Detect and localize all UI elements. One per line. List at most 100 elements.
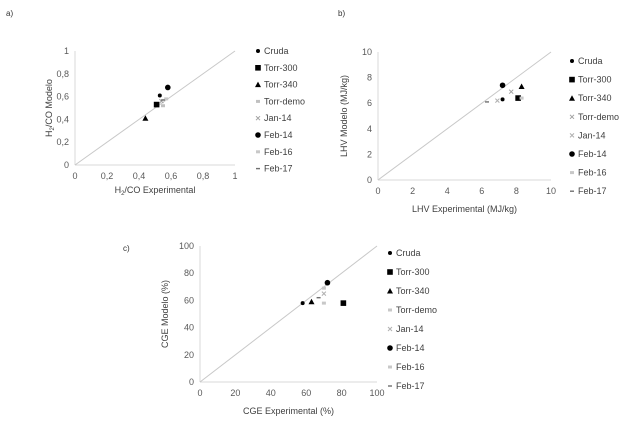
legend-marker-torr-340 bbox=[387, 288, 393, 294]
legend-marker-cruda bbox=[570, 59, 574, 63]
legend-marker-torr-demo bbox=[388, 308, 392, 312]
legend-label: Torr-340 bbox=[578, 93, 612, 103]
legend-label: Feb-14 bbox=[396, 343, 425, 353]
x-tick-label: 0 bbox=[197, 388, 202, 398]
point-feb-16 bbox=[519, 96, 524, 100]
legend-label: Torr-demo bbox=[578, 112, 619, 122]
legend-marker-cruda bbox=[388, 251, 392, 255]
legend-label: Torr-demo bbox=[264, 96, 305, 106]
y-tick-label: 8 bbox=[367, 73, 372, 83]
x-tick-label: 20 bbox=[230, 388, 240, 398]
legend-label: Torr-demo bbox=[396, 305, 437, 315]
x-tick-label: 0,6 bbox=[165, 171, 178, 181]
parity-line bbox=[199, 245, 378, 383]
legend-marker-feb-17 bbox=[388, 385, 392, 387]
chart-b: b) 0 2 4 6 8 10 0 2 4 6 8 10 LHV Experimental (MJ/kg)… bbox=[338, 9, 619, 214]
legend-label: Feb-16 bbox=[264, 147, 293, 157]
y-tick-label: 6 bbox=[367, 98, 372, 108]
x-axis-label: CGE Experimental (%) bbox=[243, 406, 334, 416]
y-tick-label: 0 bbox=[367, 175, 372, 185]
point-torr-340 bbox=[142, 115, 149, 121]
y-tick-label: 40 bbox=[184, 323, 194, 333]
chart-a: a) 0 0,2 0,4 0,6 0,8 1 0 0,2 0,4 0,6 0,8 1 H2/CO Expe… bbox=[6, 9, 305, 197]
point-torr-demo bbox=[321, 301, 326, 305]
y-tick-label: 0,6 bbox=[56, 92, 69, 102]
x-tick-label: 2 bbox=[410, 186, 415, 196]
point-jan-14 bbox=[321, 291, 327, 296]
legend-label: Feb-16 bbox=[396, 362, 425, 372]
point-feb-16 bbox=[321, 286, 326, 290]
legend-marker-torr-340 bbox=[255, 81, 261, 88]
legend-marker-feb-14 bbox=[387, 345, 393, 351]
x-tick-label: 100 bbox=[369, 388, 384, 398]
x-axis-label: H2/CO Experimental bbox=[115, 185, 196, 197]
legend-label: Cruda bbox=[396, 248, 421, 258]
x-tick-label: 60 bbox=[301, 388, 311, 398]
legend-marker-torr-demo bbox=[569, 114, 575, 120]
parity-line bbox=[74, 50, 236, 166]
point-cruda bbox=[500, 97, 505, 102]
x-tick-label: 6 bbox=[479, 186, 484, 196]
x-tick-label: 8 bbox=[514, 186, 519, 196]
panel-label: c) bbox=[123, 244, 130, 253]
legend-marker-feb-14 bbox=[569, 151, 575, 157]
x-tick-label: 0 bbox=[375, 186, 380, 196]
y-tick-label: 10 bbox=[362, 47, 372, 57]
legend-marker-feb-14 bbox=[255, 132, 261, 138]
legend-label: Torr-340 bbox=[264, 80, 298, 90]
legend-label: Cruda bbox=[264, 46, 289, 56]
legend-label: Feb-17 bbox=[578, 186, 607, 196]
legend-label: Jan-14 bbox=[264, 113, 292, 123]
y-tick-label: 80 bbox=[184, 268, 194, 278]
legend-label: Jan-14 bbox=[578, 130, 606, 140]
legend-marker-feb-17 bbox=[570, 190, 574, 192]
point-feb-16 bbox=[164, 97, 169, 101]
x-axis-label: LHV Experimental (MJ/kg) bbox=[412, 204, 517, 214]
y-tick-label: 0,4 bbox=[56, 114, 69, 124]
x-tick-label: 4 bbox=[445, 186, 450, 196]
y-tick-label: 1 bbox=[64, 46, 69, 56]
point-torr-340 bbox=[518, 83, 525, 90]
y-tick-label: 4 bbox=[367, 124, 372, 134]
point-feb-17 bbox=[161, 99, 165, 101]
legend-label: Cruda bbox=[578, 56, 603, 66]
point-jan-14 bbox=[495, 98, 500, 103]
legend-marker-feb-17 bbox=[256, 167, 260, 170]
legend-marker-feb-16 bbox=[388, 365, 392, 369]
legend-marker-torr-300 bbox=[387, 269, 393, 275]
point-torr-300 bbox=[515, 95, 521, 101]
x-tick-label: 1 bbox=[232, 171, 237, 181]
x-tick-label: 0,2 bbox=[101, 171, 114, 181]
y-tick-label: 100 bbox=[179, 241, 194, 251]
parity-line bbox=[377, 51, 552, 181]
point-feb-14 bbox=[165, 84, 171, 91]
legend-marker-torr-demo bbox=[256, 99, 260, 103]
legend-label: Torr-300 bbox=[264, 63, 298, 73]
point-cruda bbox=[300, 301, 305, 306]
legend-label: Jan-14 bbox=[396, 324, 424, 334]
legend-marker-jan-14 bbox=[569, 133, 575, 138]
y-tick-label: 60 bbox=[184, 295, 194, 305]
legend-marker-cruda bbox=[256, 49, 260, 53]
legend-label: Feb-17 bbox=[396, 381, 425, 391]
y-axis-label: H2/CO Modelo bbox=[44, 79, 56, 137]
legend-label: Torr-300 bbox=[578, 75, 612, 85]
legend-label: Torr-300 bbox=[396, 267, 430, 277]
legend-label: Feb-17 bbox=[264, 164, 293, 174]
legend-label: Torr-340 bbox=[396, 286, 430, 296]
point-torr-300 bbox=[153, 101, 160, 108]
y-axis-label: CGE Modelo (%) bbox=[160, 280, 170, 348]
point-torr-demo bbox=[508, 89, 514, 95]
legend-marker-jan-14 bbox=[255, 115, 261, 121]
x-tick-label: 80 bbox=[337, 388, 347, 398]
legend-marker-feb-16 bbox=[256, 150, 260, 154]
x-tick-label: 0 bbox=[72, 171, 77, 181]
y-tick-label: 20 bbox=[184, 350, 194, 360]
panel-label: a) bbox=[6, 9, 13, 18]
x-tick-label: 40 bbox=[266, 388, 276, 398]
y-tick-label: 0,2 bbox=[56, 137, 69, 147]
point-feb-14 bbox=[324, 279, 331, 286]
point-torr-demo bbox=[161, 104, 165, 108]
legend-label: Feb-14 bbox=[578, 149, 607, 159]
